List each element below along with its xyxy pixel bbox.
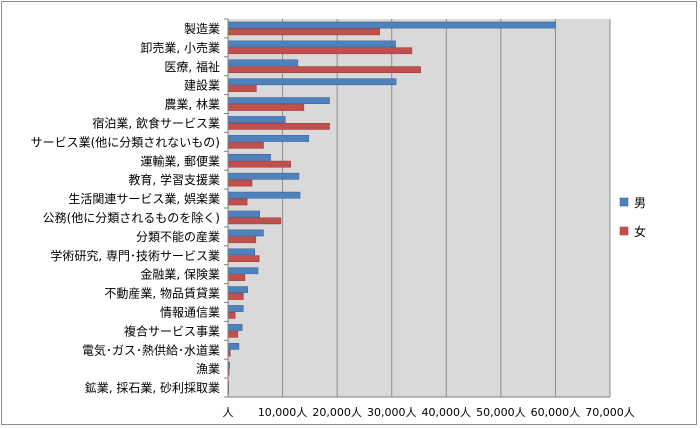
bar-female (227, 85, 257, 92)
x-tick-label: 70,000人 (585, 406, 635, 419)
bar-female (227, 236, 257, 244)
category-label: 製造業 (184, 22, 220, 36)
bar-female (227, 47, 413, 55)
category-label: 教育, 学習支援業 (128, 172, 220, 187)
plot-background (228, 19, 610, 397)
category-label: 漁業 (196, 362, 220, 376)
bar-female (227, 255, 260, 263)
bar-male (227, 78, 397, 86)
category-label: 公務(他に分類されるものを除く) (43, 210, 220, 225)
category-label: 金融業, 保険業 (140, 267, 220, 282)
bar-male (227, 191, 301, 199)
axis (224, 18, 610, 398)
legend-label-female: 女 (634, 224, 646, 239)
bar-male (227, 172, 300, 180)
bar-female (227, 198, 248, 206)
bar-female (227, 104, 305, 111)
bar-male (227, 59, 299, 67)
bar-male (227, 97, 330, 105)
category-label: サービス業(他に分類されないもの) (31, 135, 220, 149)
bar-male (227, 286, 248, 293)
x-tick-labels: 人 10,000人 20,000人 30,000人 40,000人 50,000人 60,0… (223, 406, 635, 419)
legend-label-male: 男 (634, 196, 646, 210)
category-label: 複合サービス事業 (124, 323, 220, 338)
bars (227, 21, 556, 395)
bar-male (227, 21, 556, 29)
bar-female (227, 312, 236, 319)
x-tick-label: 50,000人 (476, 406, 526, 419)
category-label: 鉱業, 採石業, 砂利採取業 (85, 380, 220, 395)
bar-female (227, 28, 380, 36)
bar-male (227, 343, 240, 350)
x-tick-label: 40,000人 (422, 406, 472, 419)
bar-male (227, 305, 244, 312)
x-tick-label: 60,000人 (531, 406, 581, 419)
x-tick-label: 10,000人 (258, 406, 308, 419)
bar-male (227, 248, 255, 256)
bar-female (227, 274, 246, 281)
bar-female (227, 330, 239, 338)
legend-swatch-male (619, 197, 629, 207)
bar-female (227, 123, 330, 130)
plot-area (228, 19, 610, 397)
legend-swatch-female (619, 226, 629, 236)
bar-female (227, 293, 244, 300)
category-label: 医療, 福祉 (164, 59, 220, 74)
bar-male (227, 154, 271, 161)
category-label: 不動産業, 物品賃貸業 (104, 286, 220, 301)
bar-male (227, 40, 396, 48)
bar-female (227, 160, 292, 168)
bar-female (227, 66, 421, 74)
category-label: 分類不能の産業 (136, 229, 220, 244)
category-label: 農業, 林業 (164, 98, 220, 112)
category-label: 電気･ガス･熱供給･水道業 (82, 342, 220, 357)
legend: 男女 (619, 196, 646, 239)
x-tick-label: 20,000人 (312, 406, 362, 419)
category-label: 学術研究, 専門･技術サービス業 (50, 248, 220, 263)
category-label: 宿泊業, 飲食サービス業 (92, 115, 220, 130)
category-label: 卸売業, 小売業 (140, 40, 220, 55)
bar-male (227, 267, 259, 275)
bar-male (227, 210, 260, 218)
x-tick-label: 30,000人 (367, 406, 417, 419)
x-tick-label: 人 (223, 406, 234, 419)
bar-female (227, 217, 282, 225)
bar-male (227, 135, 310, 142)
category-label: 建設業 (184, 78, 220, 93)
category-label: 生活関連サービス業, 娯楽業 (68, 192, 220, 206)
bar-female (227, 141, 264, 149)
bar-female (227, 179, 253, 187)
bar-male (227, 324, 243, 331)
category-label: 情報通信業 (160, 305, 220, 319)
category-label: 運輸業, 郵便業 (140, 153, 220, 168)
bar-male (227, 116, 286, 123)
bar-male (227, 229, 264, 237)
